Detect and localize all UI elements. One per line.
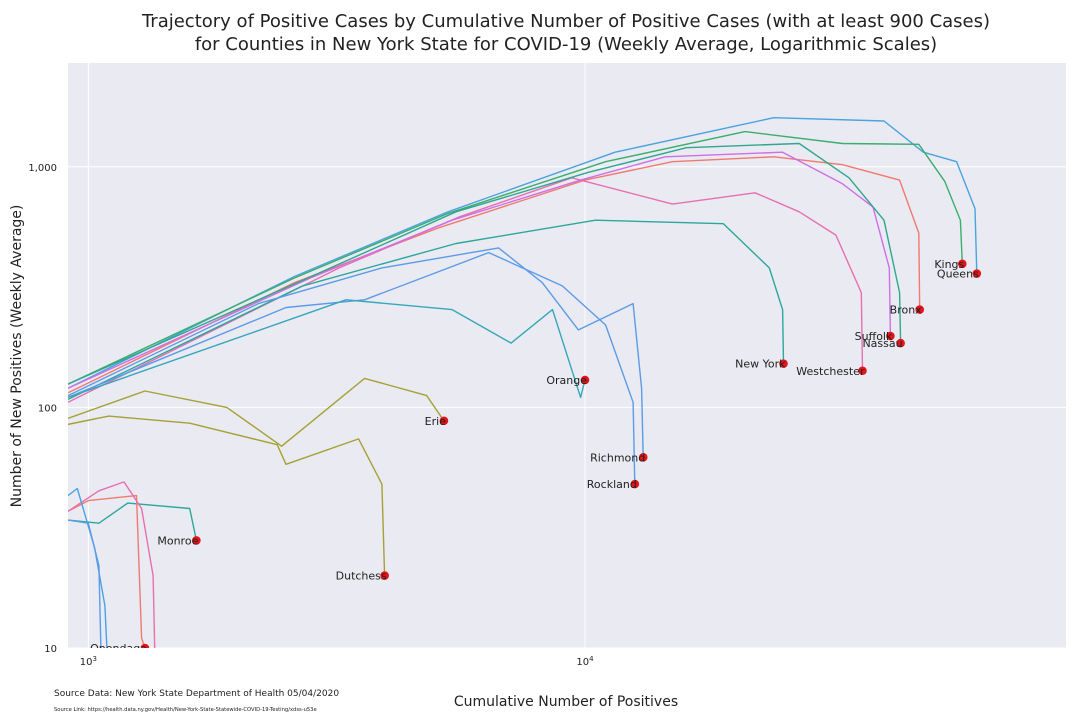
series-line-orange bbox=[68, 299, 586, 399]
series-line-rockland bbox=[68, 251, 636, 485]
endpoint-label-rockland: Rockland bbox=[587, 478, 637, 491]
gridlines bbox=[68, 63, 1066, 649]
endpoint-label-orange: Orange bbox=[546, 374, 587, 387]
x-tick-label-0: 103 bbox=[80, 655, 97, 668]
series-line-richmond bbox=[68, 247, 644, 458]
endpoint-marker-dutchess bbox=[380, 571, 389, 580]
endpoint-marker-orange bbox=[580, 375, 590, 385]
endpoint-label-new-york: New York bbox=[735, 358, 786, 371]
endpoint-marker-bronx bbox=[915, 305, 925, 314]
series-line-kings bbox=[68, 130, 963, 385]
series-line-unlabeled-14 bbox=[68, 481, 156, 648]
source-data-note: Source Data: New York State Department o… bbox=[54, 689, 340, 699]
endpoint-marker-suffolk bbox=[886, 331, 895, 341]
endpoint-label-bronx: Bronx bbox=[890, 304, 923, 317]
endpoint-marker-nassau bbox=[896, 338, 905, 348]
endpoint-marker-new-york bbox=[779, 359, 788, 368]
series-line-erie bbox=[68, 377, 445, 447]
series-line-new-york bbox=[68, 219, 785, 401]
series-line-nassau bbox=[68, 142, 902, 385]
endpoint-marker-queens bbox=[972, 269, 982, 278]
endpoint-marker-kings bbox=[957, 259, 967, 269]
series-layer bbox=[68, 116, 978, 648]
endpoint-label-erie: Erie bbox=[425, 415, 447, 428]
series-line-monroe bbox=[68, 502, 198, 541]
endpoint-marker-richmond bbox=[638, 453, 648, 462]
series-line-unlabeled-16 bbox=[68, 519, 102, 648]
chart-title-line-1: Trajectory of Positive Cases by Cumulati… bbox=[141, 11, 990, 32]
endpoint-label-queens: Queens bbox=[937, 268, 979, 281]
endpoint-label-suffolk: Suffolk bbox=[855, 330, 893, 343]
y-axis-ticks: 10 100 1,000 bbox=[28, 163, 57, 655]
y-tick-label-2: 1,000 bbox=[28, 163, 57, 174]
endpoint-marker-rockland bbox=[630, 479, 640, 489]
y-tick-label-0: 10 bbox=[44, 644, 57, 655]
endpoint-label-monroe: Monroe bbox=[157, 534, 198, 547]
x-axis-label: Cumulative Number of Positives bbox=[454, 694, 678, 710]
endpoint-label-richmond: Richmond bbox=[590, 451, 645, 464]
endpoint-label-nassau: Nassau bbox=[862, 337, 902, 350]
endpoint-marker-westchester bbox=[858, 366, 867, 376]
endpoint-marker-erie bbox=[439, 416, 449, 426]
endpoint-label-kings: Kings bbox=[934, 258, 964, 271]
chart-title-line-2: for Counties in New York State for COVID… bbox=[195, 34, 937, 55]
series-line-suffolk bbox=[68, 151, 892, 389]
endpoint-marker-monroe bbox=[192, 536, 201, 545]
source-link-note: Source Link: https://health.data.ny.gov/… bbox=[54, 707, 317, 713]
endpoint-marker-onondaga bbox=[140, 643, 150, 648]
y-tick-label-1: 100 bbox=[38, 403, 57, 414]
endpoint-label-westchester: Westchester bbox=[796, 365, 865, 378]
series-line-dutchess bbox=[68, 415, 386, 576]
x-tick-label-1: 104 bbox=[576, 655, 594, 668]
endpoint-label-onondaga: Onondaga bbox=[90, 642, 147, 655]
y-axis-label: Number of New Positives (Weekly Average) bbox=[9, 205, 25, 508]
series-line-queens bbox=[68, 116, 978, 389]
x-axis-ticks: 103 104 bbox=[80, 655, 594, 668]
endpoint-label-dutchess: Dutchess bbox=[336, 570, 387, 583]
